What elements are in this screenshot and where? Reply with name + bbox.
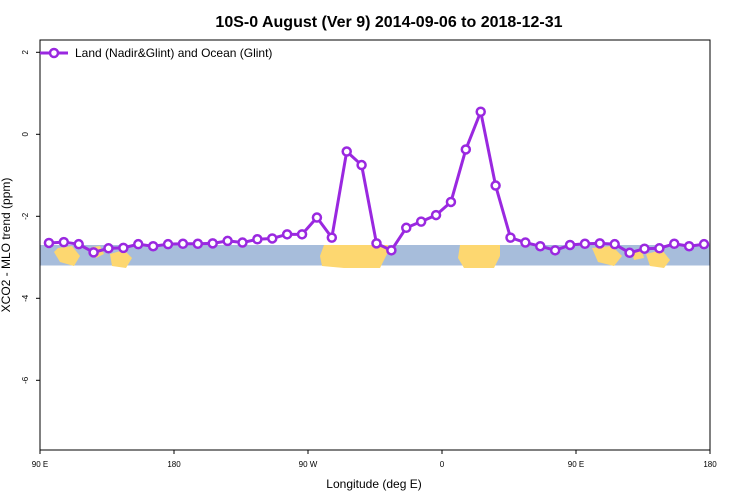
chart-title: 10S-0 August (Ver 9) 2014-09-06 to 2018-… [215, 14, 562, 31]
map-land [110, 250, 132, 268]
data-point [43, 237, 55, 249]
data-point [639, 243, 650, 254]
data-point [192, 238, 204, 250]
x-axis-label: Longitude (deg E) [326, 477, 421, 491]
series-group [43, 106, 710, 259]
y-axis-label: XCO2 - MLO trend (ppm) [0, 178, 13, 313]
data-point [311, 212, 323, 223]
map-land [646, 250, 670, 268]
data-point [177, 238, 189, 250]
data-point [683, 240, 695, 252]
data-point [281, 229, 293, 240]
data-point [535, 240, 546, 252]
x-tick-label: 180 [167, 460, 181, 469]
y-tick-label: -6 [21, 376, 30, 384]
x-tick-label: 90 W [299, 460, 318, 469]
map-land [54, 246, 80, 266]
data-point [58, 236, 70, 248]
data-point [237, 237, 248, 248]
series-line [48, 110, 705, 255]
data-point [162, 238, 174, 250]
x-axis: 90 E 180 90 W 0 90 E 180 [32, 450, 717, 469]
data-point [490, 180, 501, 191]
data-point [222, 235, 233, 247]
data-point [118, 242, 129, 254]
data-point [252, 234, 263, 245]
data-point [594, 238, 606, 249]
data-point [445, 196, 457, 208]
data-point [549, 245, 561, 256]
data-point [430, 209, 442, 221]
data-point [460, 144, 472, 155]
data-point [73, 238, 84, 250]
data-point [133, 238, 144, 250]
data-point [356, 159, 367, 171]
data-point [371, 238, 382, 249]
data-point [147, 240, 159, 252]
data-point [520, 237, 531, 248]
data-point [505, 232, 516, 243]
data-point [698, 238, 710, 250]
y-tick-label: -2 [21, 212, 30, 220]
x-tick-label: 180 [703, 460, 717, 469]
plot-frame [39, 39, 711, 451]
data-point [415, 216, 427, 227]
legend-marker [48, 47, 60, 59]
data-point [579, 238, 591, 250]
x-tick-label: 0 [440, 460, 445, 469]
data-point [103, 243, 114, 254]
data-point [341, 146, 352, 157]
map-land [592, 246, 622, 266]
data-point [475, 106, 486, 117]
map-land [458, 245, 500, 268]
map-land [320, 245, 388, 268]
y-axis: 2 0 -2 -4 -6 [21, 50, 40, 384]
y-tick-label: 0 [21, 132, 30, 137]
data-point [401, 222, 412, 234]
data-point [88, 247, 99, 258]
data-point [564, 239, 576, 251]
x-tick-label: 90 E [568, 460, 584, 469]
data-point [296, 229, 308, 240]
y-tick-label: -4 [21, 294, 30, 302]
x-tick-label: 90 E [32, 460, 48, 469]
data-point [267, 233, 278, 244]
data-point [386, 245, 397, 256]
data-point [326, 232, 338, 243]
data-point [207, 238, 218, 249]
legend: Land (Nadir&Glint) and Ocean (Glint) [40, 46, 272, 60]
data-point [609, 238, 620, 250]
y-tick-label: 2 [21, 50, 30, 55]
data-point [669, 238, 680, 250]
legend-label: Land (Nadir&Glint) and Ocean (Glint) [75, 46, 272, 60]
data-point [654, 243, 665, 254]
data-point [624, 247, 635, 259]
